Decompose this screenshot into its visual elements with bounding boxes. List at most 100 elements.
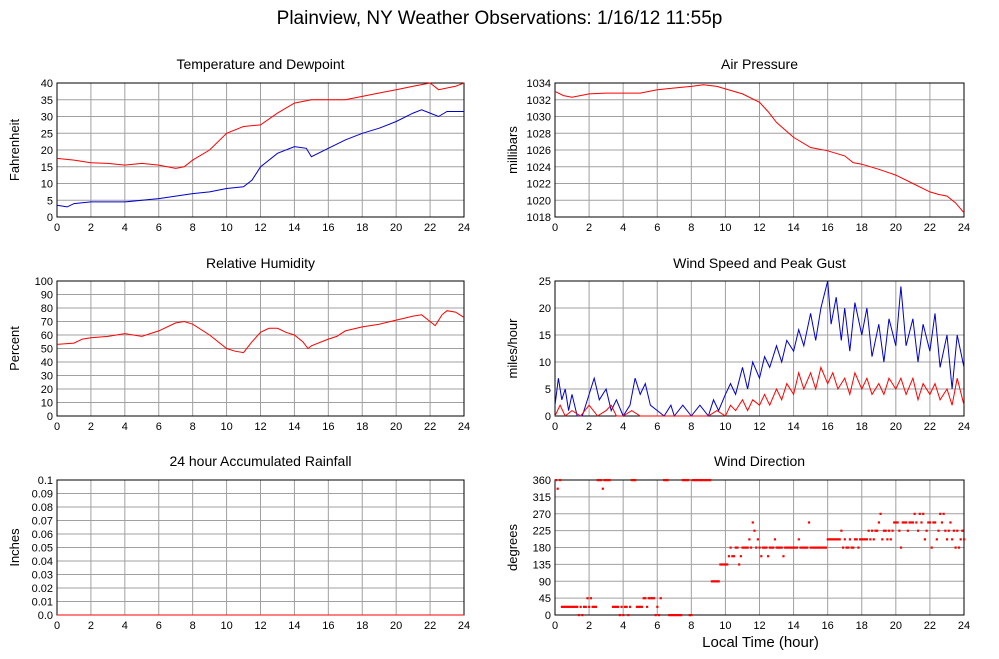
winddir-direction-point [644,597,647,600]
winddir-direction-point [961,529,964,532]
winddir-direction-point [913,512,916,515]
temp-temperature-line [56,82,465,169]
winddir-direction-point [710,580,713,583]
temp-y-tick-label: 0 [47,212,53,224]
winddir-direction-point [891,529,894,532]
winddir-direction-point [700,479,703,482]
humidity-x-tick-label: 16 [322,421,334,433]
winddir-x-tick-label: 12 [753,620,765,632]
winddir-direction-point [789,546,792,549]
winddir-direction-point [927,521,930,524]
wind-peak-gust-line [554,280,965,418]
winddir-direction-point [606,479,610,482]
winddir-y-tick-label: 270 [533,509,551,521]
winddir-direction-point [847,546,850,549]
winddir-direction-point [569,605,572,608]
winddir-direction-point [673,614,676,617]
winddir-y-tick-label: 360 [533,475,551,487]
humidity-x-tick-label: 22 [424,421,436,433]
pressure-x-tick-label: 12 [753,222,765,234]
winddir-y-tick-label: 0 [545,610,551,622]
winddir-direction-point [905,521,908,524]
winddir-y-tick-label: 45 [539,593,551,605]
winddir-direction-point [954,546,957,549]
winddir-direction-point [855,538,858,541]
winddir-direction-point [577,614,581,617]
pressure-x-tick-label: 4 [620,222,626,234]
winddir-direction-point [821,546,824,549]
winddir-direction-point [951,538,954,541]
page-title: Plainview, NY Weather Observations: 1/16… [276,8,723,29]
humidity-x-tick-label: 20 [390,421,402,433]
winddir-direction-point [634,479,637,482]
winddir-direction-point [795,546,799,549]
winddir-direction-point [790,546,794,549]
winddir-direction-point [850,546,853,549]
winddir-direction-point [663,479,666,482]
winddir-direction-point [743,546,746,549]
winddir-direction-point [603,479,606,482]
wind-y-tick-label: 10 [539,357,551,369]
pressure-y-tick-label: 1028 [527,128,551,140]
humidity-x-tick-label: 8 [190,421,196,433]
pressure-x-tick-label: 6 [654,222,660,234]
temp-y-tick-label: 5 [47,195,53,207]
rain-y-tick-label: 0.09 [32,489,53,501]
winddir-direction-point [816,546,819,549]
winddir-direction-point [729,546,732,549]
winddir-direction-point [853,538,857,541]
winddir-direction-point [618,614,621,617]
winddir-direction-point [826,538,829,541]
humidity-y-tick-label: 90 [41,290,53,302]
winddir-direction-point [712,580,715,583]
winddir-direction-point [698,479,702,482]
winddir-direction-point [915,521,918,524]
winddir-direction-point [554,479,558,482]
winddir-direction-point [651,597,654,600]
rain-y-tick-label: 0.03 [32,570,53,582]
rain-x-tick-label: 16 [322,620,334,632]
winddir-direction-point [916,529,920,532]
winddir-direction-point [784,546,787,549]
winddir-direction-point [565,605,569,608]
winddir-direction-point [877,521,880,524]
winddir-direction-point [719,563,722,566]
rain-x-tick-label: 4 [122,620,128,632]
winddir-direction-point [639,605,642,608]
winddir-direction-point [628,605,632,608]
humidity-y-tick-label: 70 [41,317,53,329]
winddir-direction-point [598,479,601,482]
winddir-direction-point [780,546,783,549]
rain-x-tick-label: 24 [458,620,470,632]
winddir-direction-point [755,546,758,549]
pressure-y-tick-label: 1022 [527,179,551,191]
temp-x-tick-label: 8 [190,222,196,234]
winddir-direction-point [942,512,945,515]
winddir-direction-point [937,529,940,532]
winddir-direction-point [588,605,591,608]
humidity-y-tick-label: 20 [41,384,53,396]
rain-y-tick-label: 0.05 [32,543,53,555]
temp-y-tick-label: 20 [41,145,53,157]
wind-x-tick-label: 14 [787,421,799,433]
humidity-ylabel: Percent [7,326,22,371]
rain-y-tick-label: 0.02 [32,583,53,595]
pressure-y-tick-label: 1032 [527,95,551,107]
winddir-direction-point [582,605,586,608]
pressure-y-tick-label: 1030 [527,112,551,124]
wind-x-tick-label: 16 [822,421,834,433]
winddir-direction-point [657,614,661,617]
winddir-direction-point [678,614,681,617]
winddir-direction-point [802,546,806,549]
winddir-direction-point [589,597,592,600]
pressure-title: Air Pressure [721,56,798,72]
rain-title: 24 hour Accumulated Rainfall [169,453,351,469]
winddir-direction-point [865,538,869,541]
winddir-direction-point [845,546,848,549]
winddir-direction-point [947,529,950,532]
winddir-direction-point [910,521,913,524]
rain-y-tick-label: 0.1 [38,475,53,487]
winddir-direction-point [828,538,831,541]
